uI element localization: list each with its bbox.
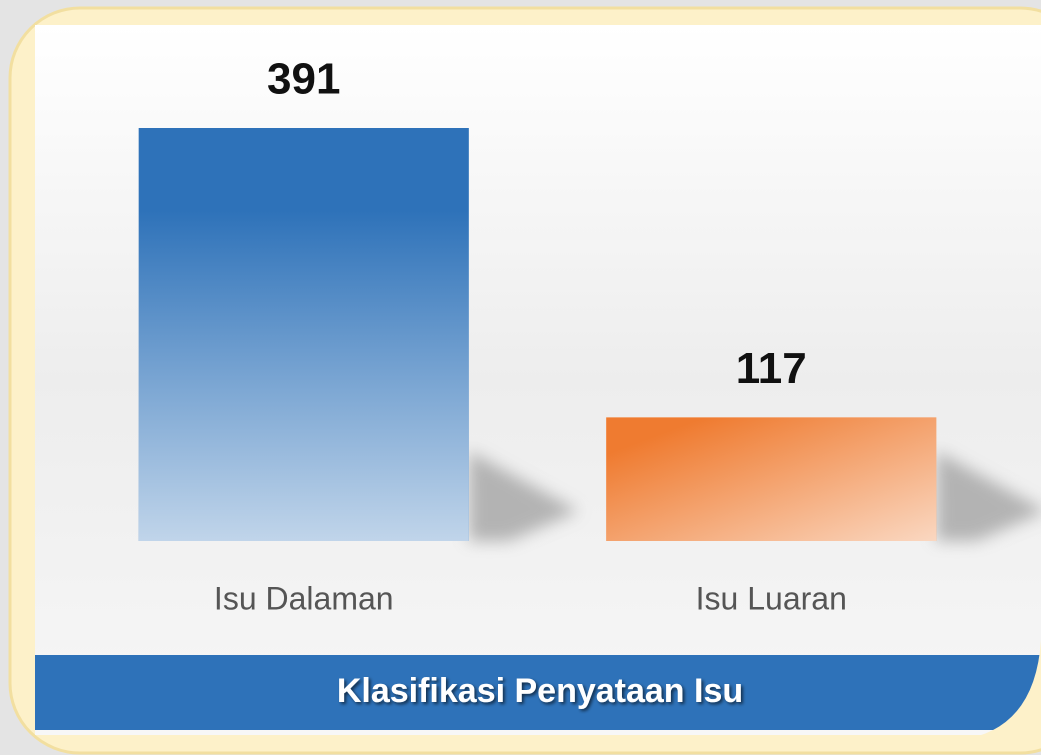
- chart-title: Klasifikasi Penyataan Isu: [337, 672, 743, 710]
- title-banner: [35, 655, 1041, 730]
- value-label: 117: [736, 344, 807, 393]
- bar-gradient-overlay: [138, 128, 469, 541]
- bar-shadow: [468, 451, 579, 541]
- x-tick-label: Isu Dalaman: [214, 580, 394, 616]
- frame-corner: [960, 640, 1041, 740]
- bar-shadow: [936, 451, 1041, 541]
- bar-gradient-overlay: [606, 417, 937, 541]
- x-tick-label: Isu Luaran: [696, 580, 847, 616]
- value-label: 391: [267, 55, 340, 104]
